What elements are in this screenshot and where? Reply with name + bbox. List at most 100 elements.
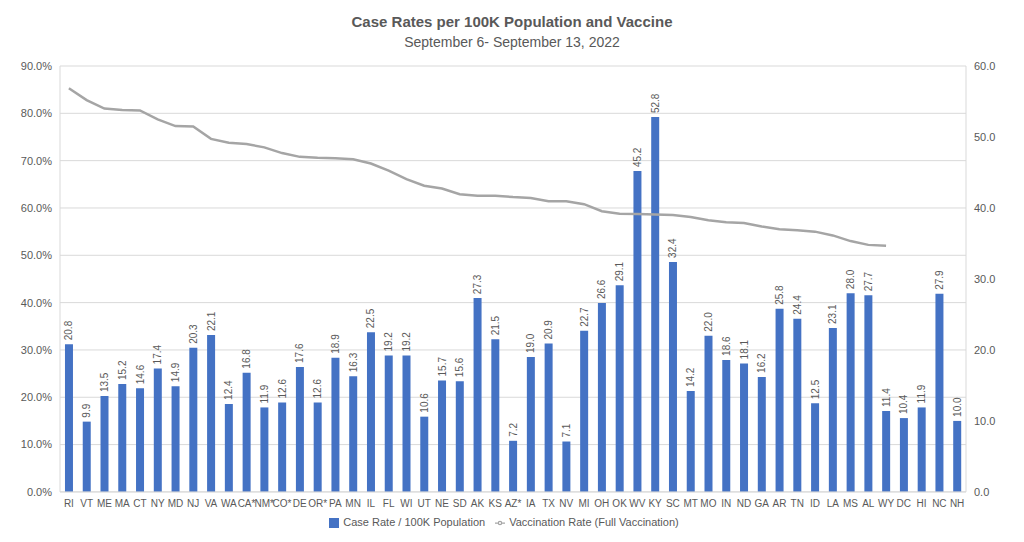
svg-text:ME: ME <box>97 498 112 509</box>
svg-text:20.0: 20.0 <box>974 344 995 356</box>
svg-text:OH: OH <box>594 498 609 509</box>
svg-text:MT: MT <box>683 498 697 509</box>
svg-text:29.1: 29.1 <box>614 261 625 281</box>
svg-text:NM*: NM* <box>255 498 275 509</box>
svg-text:CT: CT <box>133 498 146 509</box>
svg-text:OR*: OR* <box>308 498 327 509</box>
svg-text:45.2: 45.2 <box>632 147 643 167</box>
svg-text:12.4: 12.4 <box>223 380 234 400</box>
svg-text:52.8: 52.8 <box>650 93 661 113</box>
svg-text:18.9: 18.9 <box>330 334 341 354</box>
svg-text:60.0%: 60.0% <box>21 202 52 214</box>
svg-text:SD: SD <box>453 498 467 509</box>
svg-text:NE: NE <box>435 498 449 509</box>
svg-text:22.5: 22.5 <box>365 308 376 328</box>
svg-text:NV: NV <box>559 498 573 509</box>
svg-text:MD: MD <box>168 498 184 509</box>
svg-text:NJ: NJ <box>187 498 199 509</box>
svg-text:OK: OK <box>612 498 627 509</box>
svg-text:MS: MS <box>843 498 858 509</box>
svg-text:10.0: 10.0 <box>974 415 995 427</box>
svg-text:30.0: 30.0 <box>974 273 995 285</box>
svg-text:14.6: 14.6 <box>135 364 146 384</box>
svg-text:25.8: 25.8 <box>774 285 785 305</box>
svg-text:80.0%: 80.0% <box>21 107 52 119</box>
svg-text:20.0%: 20.0% <box>21 391 52 403</box>
svg-text:32.4: 32.4 <box>667 238 678 258</box>
svg-text:16.3: 16.3 <box>348 352 359 372</box>
svg-text:SC: SC <box>666 498 680 509</box>
svg-text:HI: HI <box>917 498 927 509</box>
svg-text:50.0%: 50.0% <box>21 249 52 261</box>
svg-text:WI: WI <box>400 498 412 509</box>
svg-text:50.0: 50.0 <box>974 131 995 143</box>
svg-text:UT: UT <box>418 498 431 509</box>
svg-text:17.4: 17.4 <box>152 344 163 364</box>
svg-text:19.0: 19.0 <box>525 333 536 353</box>
svg-text:90.0%: 90.0% <box>21 60 52 72</box>
svg-text:PA: PA <box>329 498 342 509</box>
svg-text:KS: KS <box>489 498 503 509</box>
svg-text:CA*: CA* <box>238 498 256 509</box>
svg-text:15.7: 15.7 <box>437 357 448 377</box>
svg-text:10.6: 10.6 <box>419 393 430 413</box>
svg-text:VA: VA <box>205 498 218 509</box>
svg-text:20.9: 20.9 <box>543 320 554 340</box>
svg-text:VT: VT <box>80 498 93 509</box>
svg-text:MI: MI <box>579 498 590 509</box>
svg-text:24.4: 24.4 <box>792 295 803 315</box>
svg-text:12.5: 12.5 <box>810 379 821 399</box>
svg-text:16.8: 16.8 <box>241 349 252 369</box>
svg-text:15.6: 15.6 <box>454 357 465 377</box>
svg-text:NH: NH <box>950 498 964 509</box>
svg-text:WA: WA <box>221 498 237 509</box>
svg-text:23.1: 23.1 <box>827 304 838 324</box>
svg-text:IA: IA <box>526 498 536 509</box>
svg-text:21.5: 21.5 <box>490 315 501 335</box>
svg-text:10.0%: 10.0% <box>21 438 52 450</box>
svg-text:TX: TX <box>542 498 555 509</box>
svg-text:MO: MO <box>700 498 716 509</box>
svg-text:MA: MA <box>115 498 130 509</box>
svg-text:26.6: 26.6 <box>596 279 607 299</box>
svg-text:ND: ND <box>737 498 751 509</box>
svg-text:27.7: 27.7 <box>863 271 874 291</box>
svg-text:27.3: 27.3 <box>472 274 483 294</box>
svg-text:NC: NC <box>932 498 946 509</box>
svg-text:7.1: 7.1 <box>561 423 572 437</box>
svg-text:11.9: 11.9 <box>259 384 270 403</box>
svg-text:MN: MN <box>345 498 361 509</box>
svg-text:14.2: 14.2 <box>685 367 696 387</box>
svg-text:FL: FL <box>383 498 395 509</box>
svg-text:20.3: 20.3 <box>188 324 199 344</box>
svg-text:LA: LA <box>827 498 840 509</box>
svg-text:20.8: 20.8 <box>63 320 74 340</box>
svg-text:14.9: 14.9 <box>170 362 181 382</box>
svg-text:12.6: 12.6 <box>277 379 288 399</box>
svg-text:ID: ID <box>810 498 820 509</box>
svg-text:40.0: 40.0 <box>974 202 995 214</box>
svg-text:22.0: 22.0 <box>703 312 714 332</box>
svg-text:19.2: 19.2 <box>401 332 412 352</box>
svg-text:0.0%: 0.0% <box>27 486 52 498</box>
svg-text:NY: NY <box>151 498 165 509</box>
svg-text:IL: IL <box>367 498 376 509</box>
svg-text:DE: DE <box>293 498 307 509</box>
svg-text:40.0%: 40.0% <box>21 297 52 309</box>
svg-text:AK: AK <box>471 498 485 509</box>
svg-text:7.2: 7.2 <box>508 422 519 436</box>
svg-text:CO*: CO* <box>273 498 292 509</box>
svg-text:15.2: 15.2 <box>117 360 128 380</box>
svg-text:70.0%: 70.0% <box>21 155 52 167</box>
svg-text:11.9: 11.9 <box>916 384 927 403</box>
svg-text:DC: DC <box>897 498 911 509</box>
svg-text:9.9: 9.9 <box>81 403 92 417</box>
svg-text:WY: WY <box>878 498 894 509</box>
svg-text:18.1: 18.1 <box>739 340 750 360</box>
svg-text:60.0: 60.0 <box>974 60 995 72</box>
svg-text:GA: GA <box>754 498 769 509</box>
svg-text:WV: WV <box>629 498 645 509</box>
svg-text:10.0: 10.0 <box>952 397 963 417</box>
svg-text:0.0: 0.0 <box>974 486 989 498</box>
svg-text:28.0: 28.0 <box>845 269 856 289</box>
